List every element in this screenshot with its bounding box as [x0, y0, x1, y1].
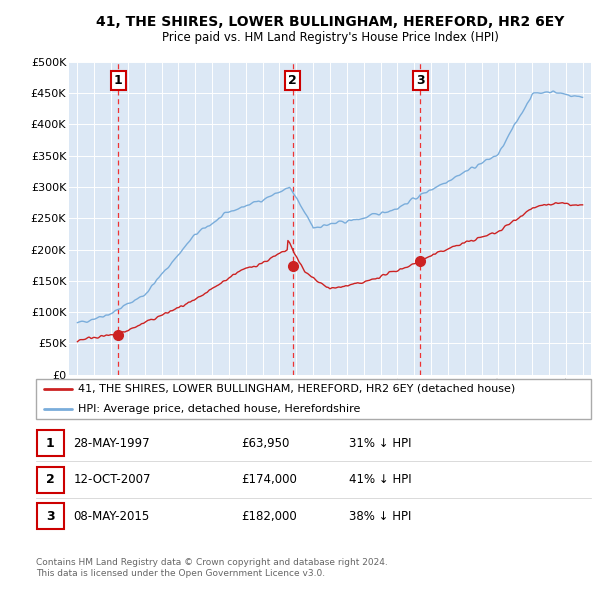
FancyBboxPatch shape — [37, 467, 64, 493]
Text: Price paid vs. HM Land Registry's House Price Index (HPI): Price paid vs. HM Land Registry's House … — [161, 31, 499, 44]
FancyBboxPatch shape — [37, 503, 64, 529]
Text: £182,000: £182,000 — [241, 510, 297, 523]
Text: 41, THE SHIRES, LOWER BULLINGHAM, HEREFORD, HR2 6EY: 41, THE SHIRES, LOWER BULLINGHAM, HEREFO… — [96, 15, 564, 30]
Text: 3: 3 — [416, 74, 425, 87]
Text: 28-MAY-1997: 28-MAY-1997 — [73, 437, 150, 450]
Text: 2: 2 — [46, 473, 55, 486]
Text: 1: 1 — [46, 437, 55, 450]
Text: 41, THE SHIRES, LOWER BULLINGHAM, HEREFORD, HR2 6EY (detached house): 41, THE SHIRES, LOWER BULLINGHAM, HEREFO… — [77, 384, 515, 394]
Text: £174,000: £174,000 — [241, 473, 297, 486]
Text: 3: 3 — [46, 510, 55, 523]
Text: 2: 2 — [288, 74, 297, 87]
FancyBboxPatch shape — [36, 379, 591, 419]
Text: 38% ↓ HPI: 38% ↓ HPI — [349, 510, 412, 523]
Text: 41% ↓ HPI: 41% ↓ HPI — [349, 473, 412, 486]
Text: 08-MAY-2015: 08-MAY-2015 — [73, 510, 149, 523]
Text: 31% ↓ HPI: 31% ↓ HPI — [349, 437, 412, 450]
Text: 12-OCT-2007: 12-OCT-2007 — [73, 473, 151, 486]
Text: Contains HM Land Registry data © Crown copyright and database right 2024.: Contains HM Land Registry data © Crown c… — [36, 558, 388, 566]
Text: This data is licensed under the Open Government Licence v3.0.: This data is licensed under the Open Gov… — [36, 569, 325, 578]
Text: £63,950: £63,950 — [241, 437, 290, 450]
FancyBboxPatch shape — [37, 430, 64, 456]
Text: 1: 1 — [114, 74, 122, 87]
Text: HPI: Average price, detached house, Herefordshire: HPI: Average price, detached house, Here… — [77, 404, 360, 414]
